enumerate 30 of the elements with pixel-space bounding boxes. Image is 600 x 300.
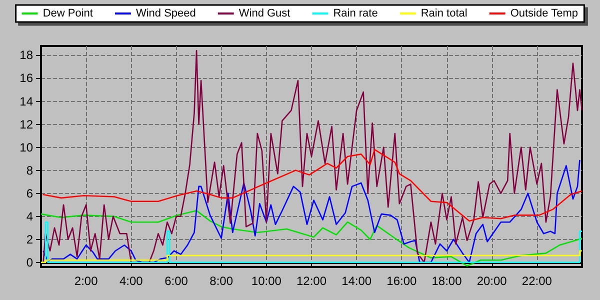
x-tick-label: 8:00 bbox=[210, 274, 234, 288]
x-tick-label: 6:00 bbox=[164, 274, 188, 288]
line-series bbox=[42, 50, 583, 264]
y-tick-label: 0 bbox=[26, 255, 34, 270]
y-tick-label: 18 bbox=[20, 48, 34, 62]
x-tick-label: 10:00 bbox=[251, 274, 282, 288]
line-series bbox=[42, 159, 580, 264]
x-tick-label: 14:00 bbox=[342, 274, 372, 288]
y-tick-label: 4 bbox=[26, 209, 34, 224]
y-tick-label: 2 bbox=[26, 232, 34, 246]
legend-label: Outside Temp bbox=[510, 8, 578, 20]
x-tick-label: 12:00 bbox=[296, 274, 327, 288]
legend-label: Wind Gust bbox=[238, 8, 290, 20]
legend-label: Dew Point bbox=[42, 8, 93, 20]
y-tick-label: 16 bbox=[20, 71, 34, 86]
legend-label: Wind Speed bbox=[136, 8, 196, 20]
x-tick-label: 20:00 bbox=[476, 274, 508, 288]
y-tick-label: 6 bbox=[26, 186, 34, 200]
x-tick-label: 2:00 bbox=[74, 274, 98, 288]
x-tick-label: 16:00 bbox=[386, 274, 418, 288]
legend-label: Rain total bbox=[420, 8, 468, 20]
legend-label: Rain rate bbox=[333, 8, 378, 20]
y-tick-label: 8 bbox=[26, 163, 34, 178]
x-tick-label: 18:00 bbox=[432, 274, 462, 288]
y-tick-label: 10 bbox=[20, 140, 34, 154]
y-tick-label: 14 bbox=[20, 94, 34, 108]
x-tick-label: 4:00 bbox=[119, 274, 144, 288]
x-tick-label: 22:00 bbox=[522, 274, 552, 288]
y-tick-label: 12 bbox=[20, 117, 34, 132]
line-series bbox=[42, 148, 583, 222]
